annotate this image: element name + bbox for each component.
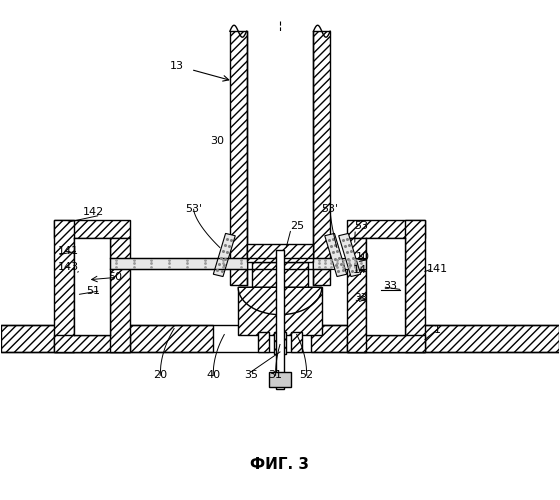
Bar [291,332,302,352]
Bar [311,324,559,352]
Text: 40: 40 [206,370,220,380]
Bar [54,220,129,238]
Bar [110,258,246,269]
Text: 1: 1 [433,324,441,334]
Bar [230,31,246,285]
Text: 141: 141 [58,246,79,256]
Bar [54,334,129,352]
Text: 50: 50 [109,272,123,282]
Text: 14: 14 [353,265,367,275]
Text: 143: 143 [58,262,79,272]
Text: 53': 53' [185,204,202,214]
Polygon shape [213,234,235,276]
Bar [276,250,284,389]
Bar [347,220,425,238]
Bar [1,324,213,352]
Text: 141: 141 [427,264,447,274]
Bar [246,31,314,285]
Text: 53': 53' [321,204,339,214]
Bar [274,332,286,354]
Bar [252,262,308,287]
Bar [347,238,366,352]
Text: 33: 33 [384,281,398,291]
Text: 10: 10 [356,252,370,262]
Bar [314,31,330,285]
Polygon shape [325,234,347,276]
Polygon shape [339,234,361,276]
Text: 13: 13 [170,61,184,71]
Bar [269,372,291,386]
Bar [366,238,405,334]
Bar [258,332,269,352]
Text: 25: 25 [290,221,304,231]
Text: 30: 30 [211,136,225,145]
Text: 31: 31 [269,370,283,380]
Polygon shape [238,288,322,314]
Bar [246,244,314,262]
Text: 20: 20 [153,370,167,380]
Text: 35: 35 [244,370,258,380]
Text: ФИГ. 3: ФИГ. 3 [250,458,310,472]
Bar [405,220,425,352]
Bar [54,220,74,352]
Bar [110,238,129,352]
Text: 53: 53 [354,221,368,231]
Text: 142: 142 [83,207,104,217]
Text: 33: 33 [354,293,367,303]
Bar [238,288,322,335]
Text: 52: 52 [300,370,314,380]
Bar [347,334,425,352]
Text: 51: 51 [86,286,100,296]
Bar [314,258,366,269]
Bar [74,238,110,334]
